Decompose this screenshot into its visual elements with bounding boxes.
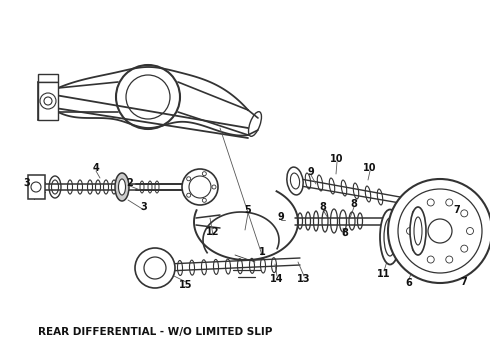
Circle shape <box>40 93 56 109</box>
Circle shape <box>466 228 473 234</box>
Text: 13: 13 <box>297 274 311 284</box>
Text: 10: 10 <box>363 163 377 173</box>
Text: 9: 9 <box>278 212 284 222</box>
Circle shape <box>182 169 218 205</box>
Polygon shape <box>38 82 58 120</box>
Text: 11: 11 <box>377 269 391 279</box>
Circle shape <box>412 245 419 252</box>
Text: 15: 15 <box>179 280 193 290</box>
Text: 2: 2 <box>126 178 133 188</box>
Circle shape <box>428 219 452 243</box>
Circle shape <box>412 210 419 217</box>
Circle shape <box>461 210 468 217</box>
Circle shape <box>427 199 434 206</box>
Text: 14: 14 <box>270 274 284 284</box>
Circle shape <box>461 245 468 252</box>
Text: 8: 8 <box>319 202 326 212</box>
Ellipse shape <box>115 173 129 201</box>
Text: 6: 6 <box>406 278 413 288</box>
Circle shape <box>398 189 482 273</box>
Text: 7: 7 <box>454 205 461 215</box>
Ellipse shape <box>380 210 400 265</box>
Text: 8: 8 <box>342 228 348 238</box>
Circle shape <box>189 176 211 198</box>
Circle shape <box>144 257 166 279</box>
Ellipse shape <box>291 173 299 189</box>
Ellipse shape <box>414 217 422 245</box>
Text: 12: 12 <box>206 227 220 237</box>
Circle shape <box>446 199 453 206</box>
Polygon shape <box>28 175 45 199</box>
Ellipse shape <box>287 167 303 195</box>
Text: 9: 9 <box>308 167 315 177</box>
Text: 7: 7 <box>461 277 467 287</box>
Text: 8: 8 <box>350 199 357 209</box>
Text: 10: 10 <box>330 154 344 164</box>
Text: 3: 3 <box>24 178 30 188</box>
Text: 3: 3 <box>141 202 147 212</box>
Text: REAR DIFFERENTIAL - W/O LIMITED SLIP: REAR DIFFERENTIAL - W/O LIMITED SLIP <box>38 327 272 337</box>
Circle shape <box>427 256 434 263</box>
Circle shape <box>31 182 41 192</box>
Circle shape <box>407 228 414 234</box>
Circle shape <box>135 248 175 288</box>
Text: 4: 4 <box>93 163 99 173</box>
Polygon shape <box>38 74 58 82</box>
Circle shape <box>446 256 453 263</box>
Ellipse shape <box>119 179 125 195</box>
Ellipse shape <box>384 218 396 256</box>
Circle shape <box>388 179 490 283</box>
Text: 5: 5 <box>245 205 251 215</box>
Ellipse shape <box>410 207 426 255</box>
Text: 1: 1 <box>259 247 266 257</box>
